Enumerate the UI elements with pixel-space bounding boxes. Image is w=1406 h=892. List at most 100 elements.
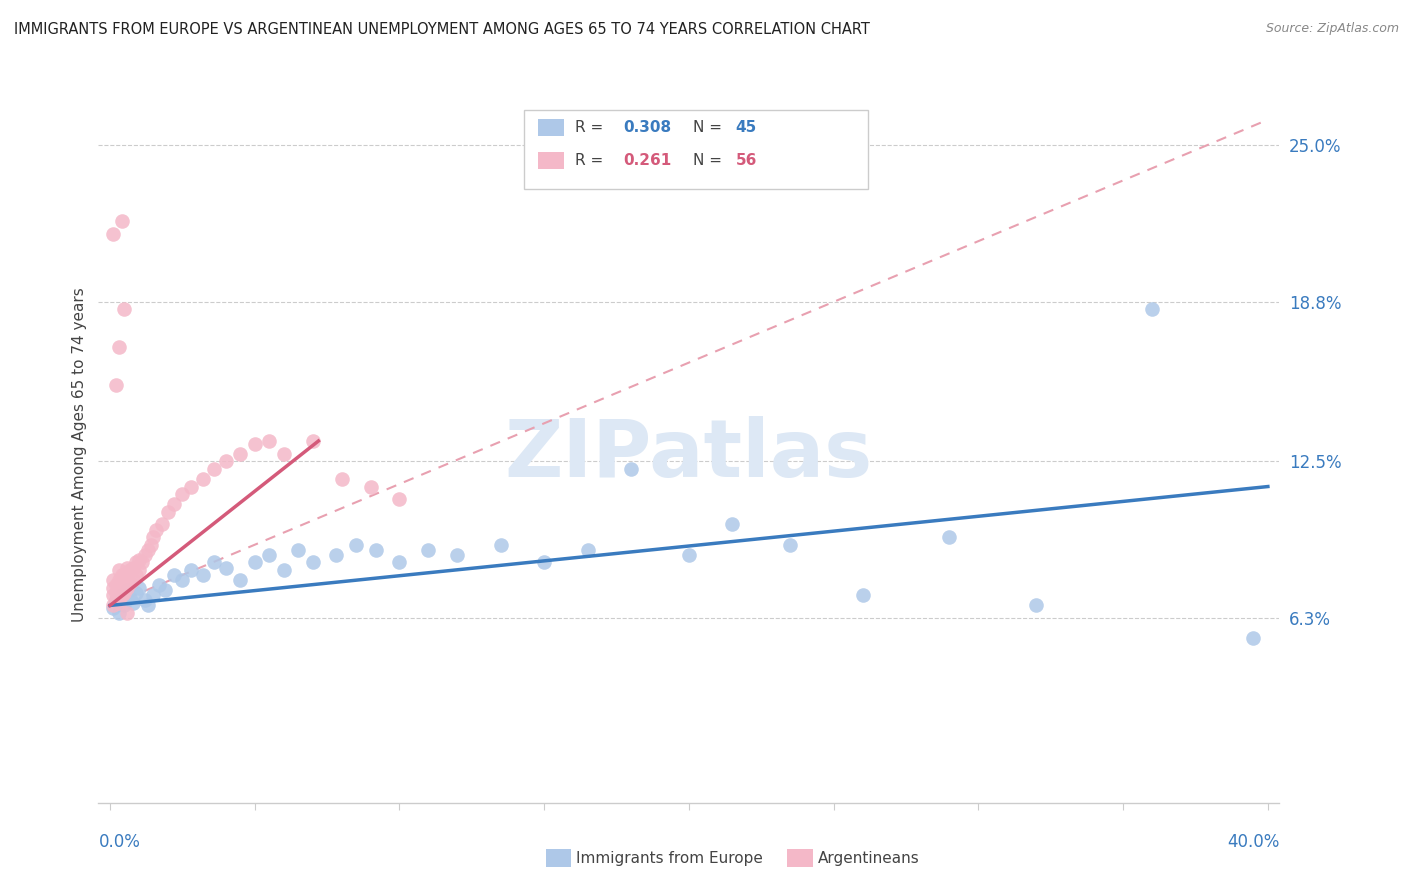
Point bbox=[117, 606, 139, 620]
Point bbox=[125, 568, 148, 582]
Point bbox=[101, 573, 124, 587]
Point bbox=[104, 586, 127, 600]
Text: N =: N = bbox=[693, 153, 727, 168]
Point bbox=[107, 573, 129, 587]
Point bbox=[1241, 632, 1264, 646]
Point bbox=[150, 517, 173, 532]
Point bbox=[191, 472, 214, 486]
Point bbox=[114, 586, 136, 600]
Point bbox=[202, 556, 225, 570]
Point bbox=[852, 588, 875, 602]
Point bbox=[104, 593, 127, 607]
Point bbox=[576, 542, 599, 557]
Point bbox=[344, 538, 367, 552]
Point bbox=[301, 556, 323, 570]
Point bbox=[136, 542, 159, 557]
Point bbox=[110, 588, 132, 602]
Text: ZIPatlas: ZIPatlas bbox=[505, 416, 873, 494]
Text: IMMIGRANTS FROM EUROPE VS ARGENTINEAN UNEMPLOYMENT AMONG AGES 65 TO 74 YEARS COR: IMMIGRANTS FROM EUROPE VS ARGENTINEAN UN… bbox=[14, 22, 870, 37]
Point bbox=[148, 578, 170, 592]
Point bbox=[134, 593, 156, 607]
Point bbox=[257, 434, 280, 448]
Point bbox=[107, 340, 129, 354]
Point bbox=[273, 563, 295, 577]
Text: 40.0%: 40.0% bbox=[1227, 833, 1279, 851]
Point bbox=[101, 227, 124, 241]
Point bbox=[134, 548, 156, 562]
Point bbox=[101, 599, 124, 613]
Point bbox=[229, 447, 252, 461]
Point bbox=[110, 588, 132, 602]
Point bbox=[142, 530, 165, 544]
Point bbox=[360, 479, 382, 493]
Point bbox=[191, 568, 214, 582]
Point bbox=[110, 581, 132, 595]
Point bbox=[163, 497, 186, 511]
Point bbox=[110, 568, 132, 582]
Text: 0.261: 0.261 bbox=[623, 153, 671, 168]
Point bbox=[110, 214, 132, 228]
Point bbox=[104, 593, 127, 607]
Point bbox=[131, 556, 153, 570]
Point bbox=[114, 599, 136, 613]
Point bbox=[180, 563, 202, 577]
Point bbox=[117, 571, 139, 585]
Point bbox=[139, 538, 162, 552]
Point bbox=[620, 462, 643, 476]
Point bbox=[122, 596, 145, 610]
Point bbox=[366, 542, 388, 557]
Point bbox=[1140, 302, 1163, 317]
Point bbox=[104, 578, 127, 592]
Point bbox=[114, 568, 136, 582]
Text: Source: ZipAtlas.com: Source: ZipAtlas.com bbox=[1265, 22, 1399, 36]
Point bbox=[243, 436, 266, 450]
Text: 56: 56 bbox=[735, 153, 756, 168]
Point bbox=[172, 487, 194, 501]
Point bbox=[142, 588, 165, 602]
Point bbox=[117, 581, 139, 595]
Point bbox=[117, 583, 139, 598]
Point bbox=[107, 583, 129, 598]
Point bbox=[101, 581, 124, 595]
Point bbox=[128, 581, 150, 595]
Text: 0.308: 0.308 bbox=[623, 120, 671, 135]
Point bbox=[163, 568, 186, 582]
Point bbox=[202, 462, 225, 476]
Point bbox=[418, 542, 440, 557]
Point bbox=[287, 542, 309, 557]
Point bbox=[107, 606, 129, 620]
Point bbox=[388, 556, 411, 570]
Point bbox=[114, 302, 136, 317]
Point bbox=[122, 560, 145, 574]
Point bbox=[128, 553, 150, 567]
Point bbox=[172, 573, 194, 587]
Point bbox=[533, 556, 555, 570]
Text: Immigrants from Europe: Immigrants from Europe bbox=[576, 851, 763, 865]
Point bbox=[122, 573, 145, 587]
Text: 45: 45 bbox=[735, 120, 756, 135]
Point bbox=[243, 556, 266, 570]
Point bbox=[180, 479, 202, 493]
Point bbox=[215, 560, 238, 574]
Point bbox=[128, 563, 150, 577]
Point bbox=[153, 583, 176, 598]
Point bbox=[125, 556, 148, 570]
Point bbox=[678, 548, 700, 562]
Text: R =: R = bbox=[575, 153, 613, 168]
Point bbox=[120, 575, 142, 590]
Point bbox=[388, 492, 411, 507]
Point bbox=[446, 548, 468, 562]
Point bbox=[136, 599, 159, 613]
Point bbox=[1025, 599, 1047, 613]
Text: 0.0%: 0.0% bbox=[98, 833, 141, 851]
Point bbox=[229, 573, 252, 587]
Point bbox=[120, 563, 142, 577]
Point bbox=[104, 378, 127, 392]
Point bbox=[114, 575, 136, 590]
Y-axis label: Unemployment Among Ages 65 to 74 years: Unemployment Among Ages 65 to 74 years bbox=[72, 287, 87, 623]
Point bbox=[125, 586, 148, 600]
Point bbox=[330, 472, 353, 486]
Text: R =: R = bbox=[575, 120, 613, 135]
Point bbox=[101, 588, 124, 602]
Point bbox=[156, 505, 179, 519]
